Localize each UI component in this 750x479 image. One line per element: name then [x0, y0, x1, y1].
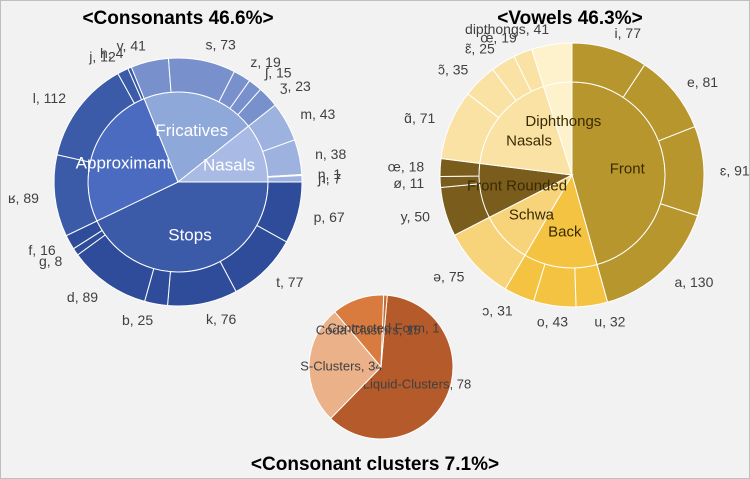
outer-label-j-12: j, 12 — [88, 49, 116, 65]
clusters-pie: Liquid-Clusters, 78 S-Clusters, 34 Coda-Cl… — [300, 294, 471, 440]
outer-label-n-38: n, 38 — [315, 146, 346, 162]
pie-label-liquid-clusters-78: Liquid-Clusters, 78 — [363, 377, 471, 392]
group-label-diphthongs: Diphthongs — [525, 113, 601, 130]
outer-label-89: ʁ, 89 — [8, 190, 39, 206]
outer-label-23: ʒ, 23 — [280, 78, 311, 94]
outer-label-31: ɔ, 31 — [482, 303, 513, 319]
outer-segment-91 — [657, 126, 705, 217]
outer-label-i-77: i, 77 — [615, 25, 642, 41]
pie-slice-liquid-clusters-78 — [329, 294, 454, 440]
outer-label-g-8: g, 8 — [39, 253, 63, 269]
outer-label-19: œ̃, 19 — [480, 30, 517, 46]
pie-slice-contracted-form-1 — [380, 294, 388, 368]
outer-label-l-112: l, 112 — [33, 90, 66, 106]
outer-segment-7 — [267, 174, 303, 183]
group-label-front: Front — [610, 160, 646, 177]
pie-label-coda-clusters-15: Coda-Clusters, 15 — [316, 323, 421, 338]
group-label-stops: Stops — [168, 226, 211, 245]
outer-label-7: ɲ, 7 — [317, 170, 342, 186]
outer-label-75: ə, 75 — [433, 269, 464, 285]
vowels-sunburst: i, 77 e, 81 ɛ, 91 a, 130 Front u, 32 o, 43 ɔ, 3… — [388, 21, 750, 330]
outer-label-91: ɛ, 91 — [720, 163, 750, 179]
outer-label-1: ŋ, 1 — [318, 166, 342, 182]
outer-label-m-43: m, 43 — [300, 106, 335, 122]
group-label-back: Back — [548, 223, 582, 240]
pie-slice-s-clusters-34 — [308, 311, 382, 420]
outer-label-t-77: t, 77 — [276, 274, 303, 290]
outer-label-z-19: z, 19 — [250, 54, 281, 70]
outer-label-u-32: u, 32 — [594, 313, 625, 329]
outer-label-25: ɛ̃, 25 — [465, 41, 495, 57]
vowels-title: <Vowels 46.3%> — [497, 8, 642, 29]
outer-label-71: ɑ̃, 71 — [404, 110, 435, 126]
outer-label-o-43: o, 43 — [537, 314, 568, 330]
group-label-schwa: Schwa — [509, 206, 555, 223]
outer-label-d-89: d, 89 — [67, 289, 98, 305]
outer-label-15: ʃ, 15 — [264, 64, 292, 80]
outer-label-35: ɔ̃, 35 — [438, 61, 469, 77]
consonants-title: <Consonants 46.6%> — [82, 8, 273, 29]
consonants-sunburst: p, 67 t, 77 k, 76 b, 25 d, 89 g, 8f, 16 Stops ʁ… — [8, 37, 347, 328]
pie-label-s-clusters-34: S-Clusters, 34 — [300, 358, 382, 373]
outer-label-f-16: f, 16 — [28, 242, 55, 258]
outer-label-k-76: k, 76 — [206, 311, 237, 327]
group-label-fricatives: Fricatives — [155, 121, 228, 140]
outer-segment-dipthongs-41 — [531, 42, 573, 88]
outer-label-b-25: b, 25 — [122, 312, 153, 328]
outer-label-a-130: a, 130 — [674, 274, 713, 290]
group-label-nasals: Nasals — [506, 132, 552, 149]
group-label-nasals: Nasals — [203, 155, 255, 174]
group-label-front-rounded: Front Rounded — [467, 178, 567, 195]
pie-label-contracted-form-1: Contracted Form, 1 — [327, 320, 439, 335]
outer-label-v-41: v, 41 — [117, 38, 147, 54]
outer-label-s-73: s, 73 — [205, 37, 236, 53]
outer-label-11: ø, 11 — [393, 175, 424, 191]
outer-label-18: œ, 18 — [388, 159, 425, 175]
outer-label-h-4: h, 4 — [100, 45, 124, 61]
clusters-title: <Consonant clusters 7.1%> — [251, 454, 499, 475]
outer-label-y-50: y, 50 — [401, 208, 431, 224]
outer-label-p-67: p, 67 — [314, 209, 345, 225]
outer-label-dipthongs-41: dipthongs, 41 — [465, 21, 549, 37]
outer-label-e-81: e, 81 — [687, 74, 718, 90]
group-label-approximants: Approximants — [76, 154, 180, 173]
